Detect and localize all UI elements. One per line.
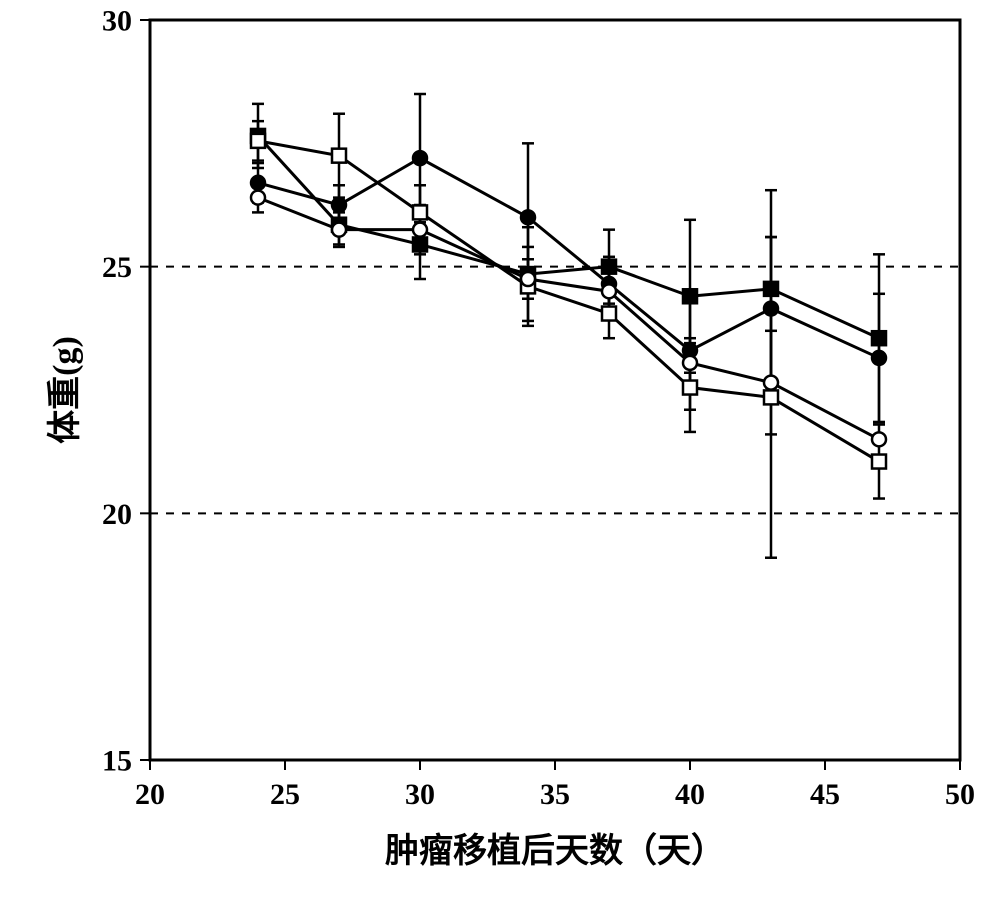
- marker-open-square: [602, 307, 616, 321]
- marker-filled-circle: [413, 151, 427, 165]
- y-axis-label: 体重(g): [46, 336, 84, 444]
- x-axis-label: 肿瘤移植后天数（天）: [385, 831, 725, 870]
- x-tick-label: 45: [810, 778, 840, 811]
- marker-filled-square: [872, 331, 886, 345]
- marker-open-circle: [683, 356, 697, 370]
- marker-open-circle: [872, 432, 886, 446]
- marker-filled-circle: [521, 210, 535, 224]
- marker-filled-square: [683, 289, 697, 303]
- marker-open-square: [413, 205, 427, 219]
- line-chart: 2025303540455015202530肿瘤移植后天数（天）体重(g): [0, 0, 1000, 906]
- marker-open-circle: [251, 191, 265, 205]
- marker-filled-circle: [764, 302, 778, 316]
- marker-open-circle: [602, 284, 616, 298]
- chart-container: { "chart": { "type": "line", "width": 10…: [0, 0, 1000, 906]
- marker-open-circle: [413, 223, 427, 237]
- x-tick-label: 40: [675, 778, 705, 811]
- marker-open-square: [764, 390, 778, 404]
- marker-filled-square: [413, 237, 427, 251]
- x-tick-label: 50: [945, 778, 975, 811]
- y-tick-label: 25: [102, 251, 132, 284]
- marker-filled-square: [602, 260, 616, 274]
- x-tick-label: 20: [135, 778, 165, 811]
- marker-open-square: [683, 381, 697, 395]
- y-tick-label: 30: [102, 5, 132, 38]
- marker-filled-circle: [332, 198, 346, 212]
- marker-filled-square: [764, 282, 778, 296]
- marker-open-circle: [521, 272, 535, 286]
- marker-filled-circle: [872, 351, 886, 365]
- x-tick-label: 35: [540, 778, 570, 811]
- marker-open-circle: [764, 376, 778, 390]
- y-tick-label: 15: [102, 745, 132, 778]
- x-tick-label: 30: [405, 778, 435, 811]
- marker-open-square: [872, 455, 886, 469]
- marker-open-circle: [332, 223, 346, 237]
- x-tick-label: 25: [270, 778, 300, 811]
- marker-filled-circle: [251, 176, 265, 190]
- y-tick-label: 20: [102, 498, 132, 531]
- marker-open-square: [251, 134, 265, 148]
- marker-open-square: [332, 149, 346, 163]
